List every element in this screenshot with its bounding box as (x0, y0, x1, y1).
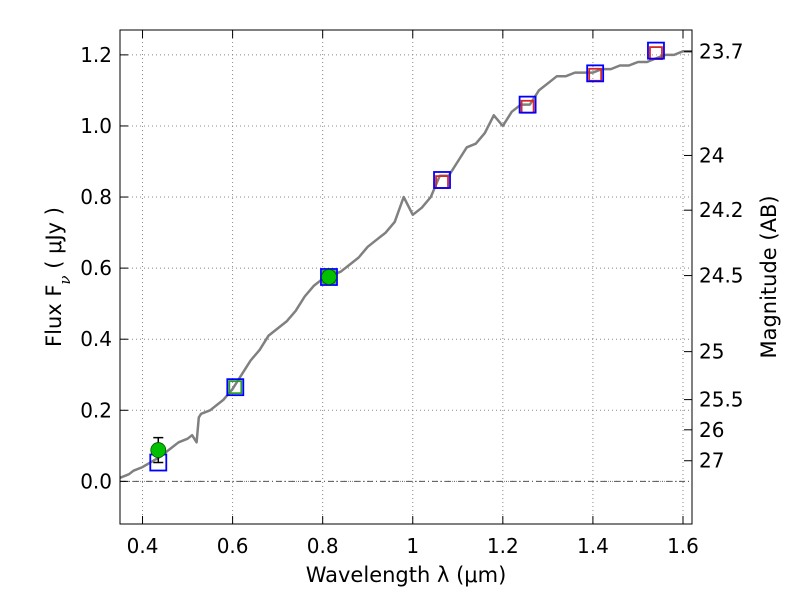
x-axis-label: Wavelength λ (μm) (306, 563, 507, 587)
magnitude-tick-label: 25 (699, 340, 724, 364)
magnitude-tick-label: 24.2 (699, 198, 744, 222)
magnitude-tick-labels: 23.7 24 24.2 24.5 25 25.5 26 27 (699, 40, 744, 473)
magnitude-tick-label: 26 (699, 418, 724, 442)
grid-lines (120, 30, 692, 524)
magnitude-tick-label: 25.5 (699, 388, 744, 412)
y-tick-label: 0.8 (80, 185, 112, 209)
y-tick-label: 0.6 (80, 256, 112, 280)
axis-ticks (120, 30, 692, 524)
x-tick-label: 0.8 (307, 534, 339, 558)
x-tick-label: 1.4 (577, 534, 609, 558)
x-tick-label: 1.6 (667, 534, 699, 558)
sed-line (119, 50, 692, 479)
y-tick-label: 1.2 (80, 43, 112, 67)
y-tick-label: 0.0 (80, 469, 112, 493)
y-tick-label: 0.2 (80, 398, 112, 422)
detection-point (321, 269, 337, 285)
y-axis-label-subscript: ν (56, 275, 74, 284)
y-tick-labels: 0.0 0.2 0.4 0.6 0.8 1.0 1.2 (80, 43, 112, 493)
y-axis-label-units: ( μJy ) (42, 207, 66, 275)
y-tick-label: 1.0 (80, 114, 112, 138)
magnitude-tick-label: 24 (699, 143, 724, 167)
x-tick-label: 1.2 (487, 534, 519, 558)
observed-flux-box (320, 268, 338, 286)
observed-flux-box (647, 41, 665, 60)
right-axis-label: Magnitude (AB) (757, 195, 781, 358)
x-tick-label: 0.6 (217, 534, 249, 558)
sed-model-curve (119, 50, 692, 479)
observed-flux-box (433, 171, 451, 189)
y-axis-label-main: Flux F (42, 285, 66, 347)
observed-flux-box (586, 64, 605, 83)
model-flux-marker (228, 380, 243, 395)
x-tick-label: 1 (406, 534, 419, 558)
plot-frame (119, 29, 693, 525)
magnitude-tick-label: 27 (699, 449, 724, 473)
y-tick-label: 0.4 (80, 327, 112, 351)
detection-point (150, 442, 167, 458)
x-tick-labels: 0.4 0.6 0.8 1 1.2 1.4 1.6 (127, 534, 699, 558)
magnitude-tick-label: 24.5 (699, 264, 744, 288)
y-axis-label: Flux Fν ( μJy ) (42, 207, 74, 347)
magnitude-tick-label: 23.7 (699, 40, 744, 64)
observed-flux-box (226, 378, 245, 397)
x-tick-label: 0.4 (127, 534, 159, 558)
photometry-points (149, 41, 665, 472)
observed-flux-box (518, 95, 537, 114)
